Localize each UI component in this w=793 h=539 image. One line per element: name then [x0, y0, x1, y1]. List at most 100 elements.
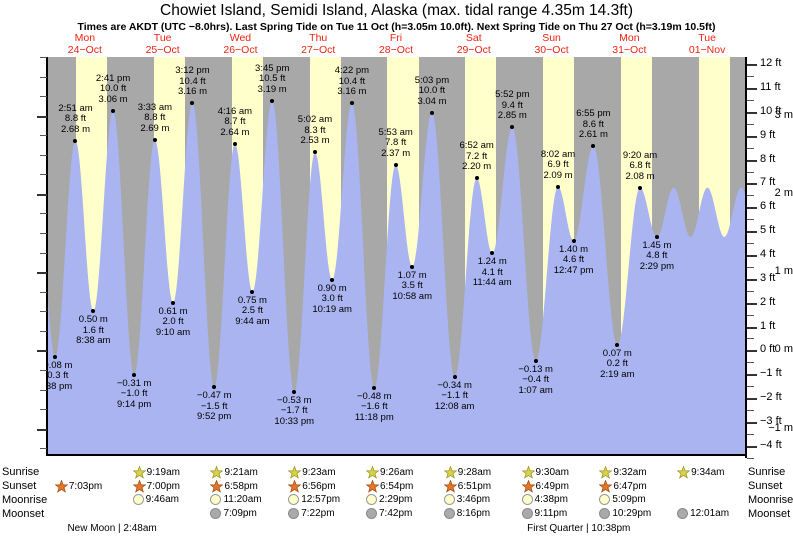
page-subtitle: Times are AKDT (UTC −8.0hrs). Last Sprin… — [77, 21, 716, 33]
high-tide-label: 3:45 pm 10.5 ft 3.19 m — [255, 63, 289, 96]
left-tick-minor — [40, 311, 47, 313]
astro-row-label-sunrise-left: Sunrise — [2, 466, 40, 478]
astro-row-label-moonset-left: Moonset — [2, 508, 45, 520]
tide-label-line-1: 3:33 am — [137, 101, 173, 113]
day-of-week: Tue — [698, 32, 716, 44]
astro-cell-sunset-6: 6:51pm — [443, 479, 491, 493]
tide-label-line-3: 1:07 am — [518, 384, 553, 396]
astro-cell-moonrise-6: 3:46pm — [443, 494, 490, 505]
astro-row-label-sunrise-right: Sunrise — [748, 466, 786, 478]
astro-cell-moonrise-5: 2:29pm — [366, 494, 412, 505]
tide-label-line-1: −0.08 m — [46, 359, 73, 371]
astro-time: 9:34am — [691, 467, 725, 478]
tide-label-line-3: 3.16 m — [177, 86, 207, 98]
right-tick-minor — [747, 123, 754, 125]
high-tide-label: 5:52 pm 9.4 ft 2.85 m — [495, 90, 529, 122]
tide-extreme-dot — [111, 108, 116, 113]
tide-label-line-1: 1.07 m — [397, 269, 427, 281]
tide-extreme-dot — [53, 354, 58, 359]
right-tick-major — [747, 350, 757, 353]
tide-label-line-1: 0.61 m — [158, 305, 188, 317]
sunset-star-icon — [209, 479, 225, 493]
moonrise-circle-icon — [288, 494, 300, 505]
right-axis-label: −1 ft — [760, 367, 782, 380]
tide-label-line-2: 3.0 ft — [321, 293, 343, 305]
tide-label-line-3: 9:14 pm — [116, 398, 152, 410]
tide-extreme-dot — [571, 238, 576, 243]
left-tick-minor — [40, 57, 47, 58]
tide-label-line-3: 2.20 m — [462, 161, 492, 173]
tide-extreme-dot — [91, 309, 96, 314]
right-tick-minor — [747, 219, 754, 221]
sunrise-star-icon — [209, 465, 225, 479]
astro-cell-sunset-4: 6:56pm — [287, 479, 336, 493]
right-tick-major — [747, 398, 757, 401]
tide-extreme-dot — [372, 385, 377, 390]
left-tick-minor — [40, 369, 47, 371]
right-axis-label: 11 ft — [760, 81, 781, 94]
tide-extreme-dot — [270, 98, 275, 103]
day-of-week: Fri — [389, 32, 403, 44]
day-of-week: Tue — [153, 32, 172, 44]
moon-phase-label-2: First Quarter | 10:38pm — [527, 523, 631, 534]
right-tick-minor — [747, 266, 754, 268]
right-axis-label: 2 ft — [760, 295, 776, 308]
right-tick-major — [747, 254, 757, 257]
day-date: 31−Oct — [612, 43, 647, 56]
astro-cell-sunrise-8: 9:32am — [598, 465, 647, 479]
astro-cell-moonset-9: 12:01am — [677, 508, 729, 519]
left-tick-minor — [40, 291, 47, 293]
day-header-8: Mon 31−Oct — [584, 32, 674, 56]
left-tick-major — [37, 350, 47, 353]
tide-label-line-2: 0.2 ft — [606, 358, 628, 370]
tide-label-line-3: 3.19 m — [257, 83, 287, 95]
astro-time: 9:46am — [145, 494, 180, 505]
day-date: 24−Oct — [67, 43, 102, 56]
moonrise-circle-icon — [599, 494, 611, 505]
astro-time: 6:56pm — [302, 481, 336, 492]
day-header-3: Wed 26−Oct — [195, 32, 285, 56]
moonset-circle-icon — [599, 508, 611, 519]
tide-label-line-2: 8.6 ft — [582, 118, 604, 130]
right-axis-label: 6 ft — [760, 200, 776, 213]
tide-label-line-1: 3:12 pm — [175, 65, 210, 77]
high-tide-label: 5:03 pm 10.0 ft 3.04 m — [415, 75, 449, 108]
moonset-circle-icon — [366, 508, 377, 519]
tide-label-line-2: 9.4 ft — [501, 99, 523, 111]
low-tide-label: −0.48 m −1.6 ft 11:18 pm — [355, 391, 394, 424]
low-tide-label: −0.13 m −0.4 ft 1:07 am — [518, 364, 553, 397]
astro-cell-moonrise-8: 5:09pm — [599, 494, 646, 505]
astro-cell-moonrise-7: 4:38pm — [521, 494, 568, 505]
left-tick-major — [37, 428, 47, 431]
tide-label-line-3: 9:10 am — [155, 326, 191, 338]
astro-time: 7:09pm — [223, 508, 257, 519]
left-tick-minor — [40, 330, 47, 332]
moonrise-circle-icon — [443, 494, 455, 505]
astro-time: 6:58pm — [224, 481, 258, 492]
tide-extreme-dot — [510, 125, 515, 130]
astro-time: 2:29pm — [379, 494, 413, 505]
astro-cell-moonset-5: 7:42pm — [366, 508, 412, 519]
tide-label-line-3: 11:44 am — [472, 277, 512, 289]
right-tick-major — [747, 88, 757, 91]
day-date: 30−Oct — [534, 43, 569, 56]
sunrise-star-icon — [676, 465, 691, 479]
tide-label-line-2: 4.6 ft — [563, 254, 585, 266]
astro-cell-sunset-5: 6:54pm — [365, 479, 413, 493]
high-tide-label: 3:33 am 8.8 ft 2.69 m — [137, 101, 173, 135]
sunrise-star-icon — [520, 465, 536, 479]
astro-cell-sunrise-5: 9:26am — [365, 465, 413, 479]
high-tide-label: 8:02 am 6.9 ft 2.09 m — [541, 149, 575, 182]
right-axis-label: 9 ft — [760, 128, 776, 141]
astro-time: 9:28am — [457, 467, 492, 478]
astro-time: 8:16pm — [456, 508, 491, 519]
tide-label-line-2: 8.8 ft — [144, 112, 166, 124]
tide-extreme-dot — [452, 374, 457, 379]
astro-row-label-moonrise-right: Moonrise — [748, 494, 793, 506]
astro-row-label-sunset-left: Sunset — [2, 480, 37, 492]
day-header-2: Tue 25−Oct — [118, 32, 208, 56]
high-tide-label: 2:41 pm 10.0 ft 3.06 m — [96, 73, 130, 106]
tide-extreme-dot — [292, 389, 297, 394]
astro-cell-sunrise-7: 9:30am — [520, 465, 569, 479]
tide-label-line-3: 2.68 m — [60, 123, 91, 135]
